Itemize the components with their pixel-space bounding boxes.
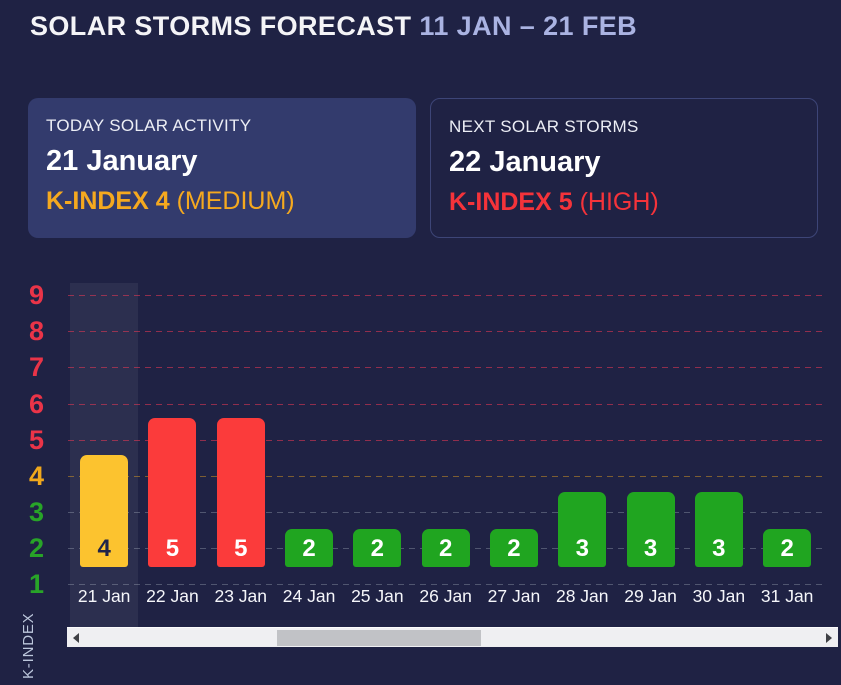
y-axis-tick: 5 xyxy=(28,424,44,455)
scrollbar-thumb[interactable] xyxy=(277,630,481,646)
bar-value-label: 5 xyxy=(165,535,180,562)
y-axis-tick: 2 xyxy=(28,532,44,563)
x-axis-label: 31 Jan xyxy=(760,586,814,606)
chart-bar: 4 xyxy=(80,455,129,567)
kindex-value: K-INDEX 4 xyxy=(46,187,170,215)
kindex-value: K-INDEX 5 xyxy=(449,188,573,216)
x-axis-label: 30 Jan xyxy=(692,586,746,606)
title-main: SOLAR STORMS FORECAST xyxy=(30,11,412,41)
bar-value-label: 3 xyxy=(575,535,589,562)
bar-value-label: 4 xyxy=(97,535,111,562)
x-axis-label: 23 Jan xyxy=(214,586,268,606)
y-axis-tick: 9 xyxy=(28,280,44,311)
chart-bar: 3 xyxy=(694,492,743,567)
y-axis-tick: 4 xyxy=(28,460,44,491)
x-axis-label: 28 Jan xyxy=(555,586,609,606)
gridline xyxy=(68,511,822,513)
bar-value-label: 2 xyxy=(302,535,316,562)
kindex-severity: (MEDIUM) xyxy=(176,187,295,215)
chart-scrollbar[interactable] xyxy=(67,627,838,647)
gridline xyxy=(68,439,822,441)
card-label: TODAY SOLAR ACTIVITY xyxy=(46,116,252,135)
scroll-left-arrow-icon[interactable] xyxy=(73,633,79,643)
today-solar-activity-card: TODAY SOLAR ACTIVITY 21 January K-INDEX … xyxy=(28,98,416,238)
bar-value-label: 2 xyxy=(780,535,794,562)
y-axis-tick: 6 xyxy=(28,388,44,419)
bar-value-label: 3 xyxy=(712,535,726,562)
x-axis-label: 26 Jan xyxy=(419,586,472,606)
bar-value-label: 2 xyxy=(438,535,453,562)
chart-bar: 3 xyxy=(626,492,675,567)
x-axis-label: 24 Jan xyxy=(282,586,336,606)
chart-bar: 5 xyxy=(148,418,197,567)
x-axis-label: 22 Jan xyxy=(146,586,199,606)
gridline xyxy=(68,295,822,297)
y-axis-tick: 1 xyxy=(28,569,44,599)
y-axis-tick: 8 xyxy=(28,316,44,347)
gridline xyxy=(68,584,822,585)
title-date-range: 11 JAN – 21 FEB xyxy=(419,11,638,41)
x-axis-label: 29 Jan xyxy=(624,586,677,606)
next-solar-storms-card: NEXT SOLAR STORMS 22 January K-INDEX 5 (… xyxy=(430,98,818,238)
gridline xyxy=(68,367,822,369)
chart-bar: 5 xyxy=(216,418,265,567)
x-axis-label: 21 Jan xyxy=(77,586,131,606)
card-date: 21 January xyxy=(46,145,198,177)
gridline xyxy=(68,475,822,477)
y-axis-title: K-INDEX xyxy=(20,612,37,679)
card-kindex-line: K-INDEX 5 (HIGH) xyxy=(449,188,799,217)
card-label: NEXT SOLAR STORMS xyxy=(449,117,639,136)
chart-bar: 2 xyxy=(763,529,812,567)
page-title: SOLAR STORMS FORECAST 11 JAN – 21 FEB xyxy=(30,11,637,42)
x-axis-label: 25 Jan xyxy=(351,586,404,606)
chart-bar: 2 xyxy=(285,529,334,567)
chart-bar: 2 xyxy=(421,529,470,567)
y-axis-tick: 7 xyxy=(28,352,44,383)
bar-value-label: 2 xyxy=(370,535,385,562)
kindex-severity: (HIGH) xyxy=(579,188,659,216)
scroll-right-arrow-icon[interactable] xyxy=(826,633,832,643)
bar-value-label: 5 xyxy=(234,535,248,562)
chart-bar: 3 xyxy=(558,492,607,567)
gridline xyxy=(68,331,822,333)
chart-bar: 2 xyxy=(353,529,402,567)
card-kindex-line: K-INDEX 4 (MEDIUM) xyxy=(46,187,398,216)
card-date: 22 January xyxy=(449,146,601,178)
x-axis-label: 27 Jan xyxy=(487,586,541,606)
y-axis-tick: 3 xyxy=(28,496,44,527)
bar-value-label: 2 xyxy=(507,535,521,562)
chart-bar: 2 xyxy=(489,529,538,567)
bar-value-label: 3 xyxy=(643,535,658,562)
gridline xyxy=(68,403,822,405)
